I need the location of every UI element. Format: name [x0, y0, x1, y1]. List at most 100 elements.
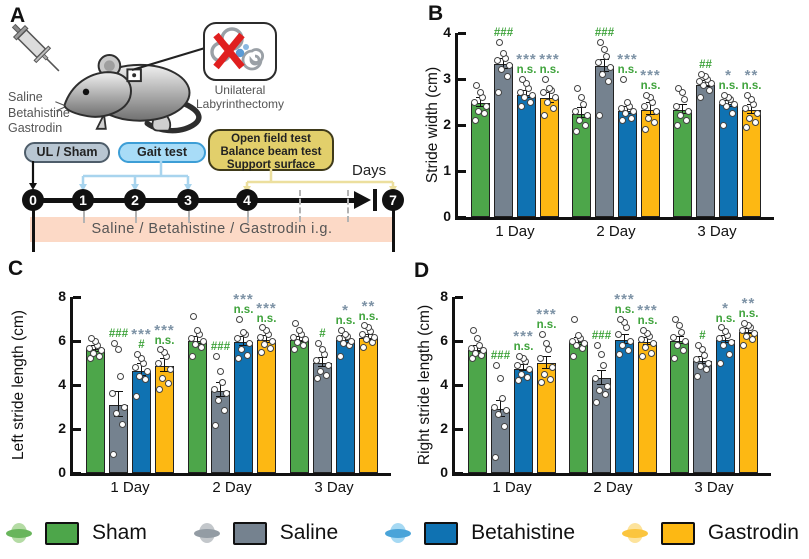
- labyrinth-inset: [203, 22, 277, 81]
- data-point: [495, 411, 502, 419]
- legend-item-gastrodin: Gastrodin: [621, 521, 799, 545]
- significance-label: * n.s.: [336, 303, 356, 327]
- y-axis-label: Left stride length (cm): [10, 310, 27, 460]
- data-point: [200, 337, 207, 345]
- data-point: [98, 347, 105, 355]
- data-point: [363, 336, 370, 344]
- data-point: [547, 376, 554, 383]
- data-point: [722, 327, 729, 335]
- data-point: [514, 361, 521, 369]
- data-point: [721, 91, 728, 99]
- ns-hash-label: n.s.: [516, 64, 537, 76]
- data-point: [578, 93, 585, 101]
- x-category-label: 2 Day: [596, 223, 636, 240]
- error-bar: [114, 390, 123, 417]
- data-point: [212, 422, 219, 430]
- stars-label: ***: [256, 299, 277, 317]
- stars-label: ***: [154, 321, 175, 339]
- data-point: [706, 87, 713, 94]
- data-point: [136, 372, 143, 380]
- labyrinth-icon: [210, 27, 265, 71]
- data-point: [748, 96, 755, 104]
- ns-hash-label: n.s.: [233, 304, 254, 316]
- data-point: [592, 374, 599, 382]
- significance-label: *** n.s.: [513, 329, 534, 353]
- y-tick-label: 6: [58, 332, 66, 348]
- data-point: [506, 61, 513, 69]
- pawprint-symbol-icon: [193, 522, 220, 544]
- data-point: [156, 385, 163, 393]
- legend-label: Gastrodin: [707, 521, 799, 544]
- data-point: [236, 315, 243, 323]
- timeline-day-2: 2: [124, 189, 146, 211]
- data-point: [673, 103, 680, 111]
- data-point: [617, 315, 624, 323]
- data-point: [693, 356, 700, 364]
- data-point: [620, 75, 627, 83]
- stars-label: ***: [536, 306, 557, 324]
- x-category-label: 3 Day: [697, 223, 737, 240]
- color-swatch: [232, 521, 267, 545]
- x-category-label: 1 Day: [495, 223, 535, 240]
- data-point: [117, 372, 124, 380]
- significance-label: *** n.s.: [617, 52, 638, 76]
- figure-legend: Sham Saline Betahistine Gastrodin: [0, 512, 809, 554]
- data-point: [499, 394, 506, 402]
- data-point: [695, 341, 702, 349]
- data-point: [630, 107, 637, 115]
- ns-hash-label: n.s.: [617, 64, 638, 76]
- data-point: [720, 121, 727, 129]
- data-point: [213, 352, 220, 360]
- legend-item-sham: Sham: [6, 521, 147, 545]
- timeline-day-0: 0: [22, 189, 44, 211]
- data-point: [238, 346, 245, 354]
- legend-item-saline: Saline: [193, 521, 338, 545]
- data-point: [653, 107, 660, 115]
- data-point: [716, 335, 723, 343]
- data-point: [600, 361, 607, 369]
- data-point: [576, 116, 583, 124]
- y-tick: [455, 295, 463, 299]
- y-tick: [455, 383, 463, 387]
- significance-label: ###: [491, 350, 510, 362]
- data-point: [700, 82, 707, 90]
- ns-hash-label: n.s.: [539, 64, 560, 76]
- data-point: [267, 345, 274, 353]
- data-point: [616, 350, 623, 358]
- data-point: [619, 341, 626, 349]
- ns-hash-label: n.s.: [637, 315, 658, 327]
- y-tick: [73, 427, 81, 431]
- data-point: [676, 322, 683, 330]
- data-point: [109, 390, 116, 398]
- data-point: [473, 82, 480, 90]
- data-point: [543, 339, 550, 347]
- y-tick: [458, 169, 466, 173]
- timeline-day-4: 4: [236, 189, 258, 211]
- data-point: [319, 346, 326, 354]
- box-gait-test: Gait test: [118, 142, 206, 163]
- ns-hash-label: n.s.: [256, 312, 277, 325]
- data-point: [493, 361, 500, 369]
- data-point: [674, 121, 681, 129]
- pawprint-symbol-icon: [385, 522, 412, 544]
- bar-betahistine: [615, 339, 634, 473]
- timeline-end-bar: [373, 189, 377, 211]
- y-tick-label: 2: [443, 116, 451, 132]
- data-point: [598, 350, 605, 358]
- data-point: [698, 70, 705, 78]
- data-point: [538, 379, 545, 387]
- data-point: [198, 344, 205, 352]
- data-point: [529, 91, 536, 99]
- data-point: [524, 373, 531, 381]
- ns-hash-label: n.s.: [741, 80, 762, 93]
- data-point: [496, 38, 503, 46]
- bar-gastrodin: [739, 332, 758, 473]
- data-point: [501, 423, 508, 431]
- ns-hash-label: n.s.: [738, 308, 759, 321]
- data-point: [601, 45, 608, 53]
- data-point: [342, 330, 349, 338]
- y-tick-label: 2: [440, 420, 448, 436]
